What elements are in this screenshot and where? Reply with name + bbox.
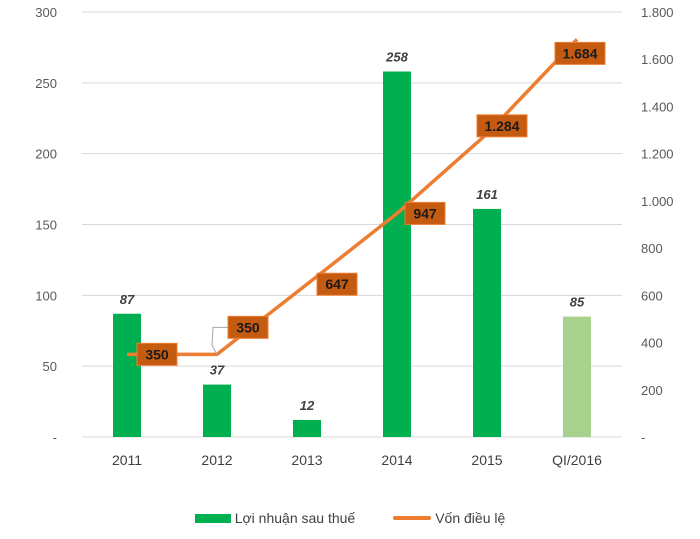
legend-item-profit: Lợi nhuận sau thuế <box>194 510 356 526</box>
right-tick-label: 1.400 <box>641 99 674 114</box>
x-tick-label: 2013 <box>291 452 322 468</box>
right-tick-label: 800 <box>641 241 663 256</box>
bar-value-label: 85 <box>570 295 585 310</box>
right-tick-label: 1.800 <box>641 5 674 20</box>
line-label-box <box>404 201 446 225</box>
left-tick-label: 200 <box>35 147 57 162</box>
right-tick-label: 1.200 <box>641 147 674 162</box>
right-tick-label: - <box>641 430 645 445</box>
left-tick-label: 100 <box>35 288 57 303</box>
left-tick-label: 250 <box>35 76 57 91</box>
line-value-label: 947 <box>413 205 437 221</box>
line-series <box>127 38 579 357</box>
legend-item-capital: Vốn điều lệ <box>393 510 505 526</box>
right-tick-label: 400 <box>641 336 663 351</box>
right-tick-label: 1.600 <box>641 52 674 67</box>
bar <box>473 208 501 437</box>
line-label-box <box>227 315 269 339</box>
line-value-label: 647 <box>325 276 349 292</box>
line-value-label: 350 <box>145 346 169 362</box>
line-value-label: 1.284 <box>484 118 519 134</box>
bar-value-label: 37 <box>210 363 225 378</box>
right-tick-label: 200 <box>641 383 663 398</box>
x-tick-label: 2011 <box>112 452 142 468</box>
line-value-label: 350 <box>236 319 260 335</box>
line-value-label: 1.684 <box>562 45 597 61</box>
line-label-box <box>554 41 606 65</box>
line-label-box <box>136 342 178 366</box>
x-tick-label: 2014 <box>381 452 412 468</box>
legend-label: Vốn điều lệ <box>435 510 506 526</box>
right-tick-label: 1.000 <box>641 194 674 209</box>
bar-value-label: 258 <box>385 50 408 65</box>
bar <box>203 384 231 437</box>
bar-value-label: 161 <box>476 187 498 202</box>
line-label-box <box>476 114 528 138</box>
left-tick-label: 150 <box>35 218 57 233</box>
bar <box>563 316 591 437</box>
left-tick-label: - <box>53 430 57 445</box>
bar-value-label: 87 <box>120 292 135 307</box>
legend-label: Lợi nhuận sau thuế <box>234 510 356 526</box>
bar-value-label: 12 <box>300 398 315 413</box>
x-tick-label: QI/2016 <box>552 452 602 468</box>
left-tick-label: 50 <box>43 359 57 374</box>
left-tick-label: 300 <box>35 5 57 20</box>
legend-swatch-line <box>393 516 432 520</box>
legend: Lợi nhuận sau thuế Vốn điều lệ <box>0 510 700 526</box>
chart-plot: - 50 100 150 200 250 300 - 200 400 600 800 1.000 1.20… <box>35 5 674 468</box>
bar <box>113 313 141 437</box>
x-tick-label: 2012 <box>201 452 232 468</box>
right-tick-label: 600 <box>641 288 663 303</box>
x-tick-label: 2015 <box>471 452 502 468</box>
bar <box>293 420 321 437</box>
legend-swatch-bar <box>194 513 231 523</box>
line-label-box <box>316 272 358 296</box>
bar <box>383 71 411 437</box>
leader-line <box>211 326 228 355</box>
